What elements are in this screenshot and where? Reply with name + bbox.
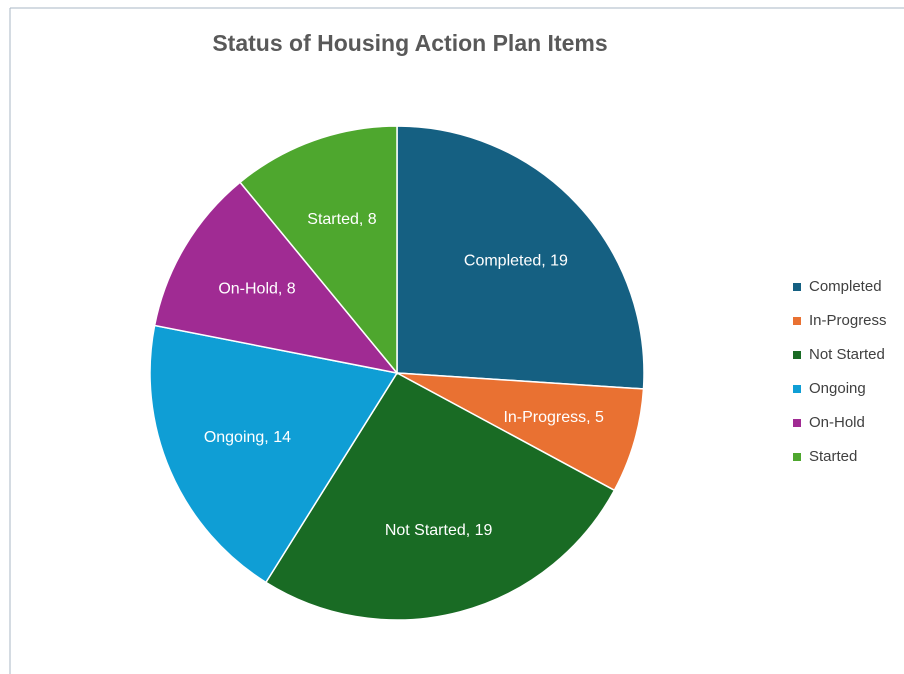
data-label: Ongoing, 14 [204,429,291,446]
legend-swatch [793,385,801,393]
legend-label: Not Started [809,346,885,363]
data-label: In-Progress, 5 [503,409,604,426]
legend-swatch [793,351,801,359]
legend-swatch [793,317,801,325]
pie-slice [149,324,399,584]
legend-label: Started [809,448,857,465]
data-label: Not Started, 19 [385,522,493,539]
pie-slice [153,181,399,375]
legend-swatch [793,419,801,427]
legend-label: Completed [809,278,882,295]
data-label: Completed, 19 [464,253,568,270]
legend-label: Ongoing [809,380,866,397]
legend-swatch [793,453,801,461]
pie-slice [396,372,645,492]
pie-slice [264,372,616,621]
data-label: On-Hold, 8 [218,281,295,298]
legend-swatch [793,283,801,291]
legend-label: In-Progress [809,312,887,329]
pie-slice [238,125,398,376]
pie-slice [396,125,645,390]
data-label: Started, 8 [307,211,376,228]
legend-label: On-Hold [809,414,865,431]
chart-title: Status of Housing Action Plan Items [212,30,607,56]
